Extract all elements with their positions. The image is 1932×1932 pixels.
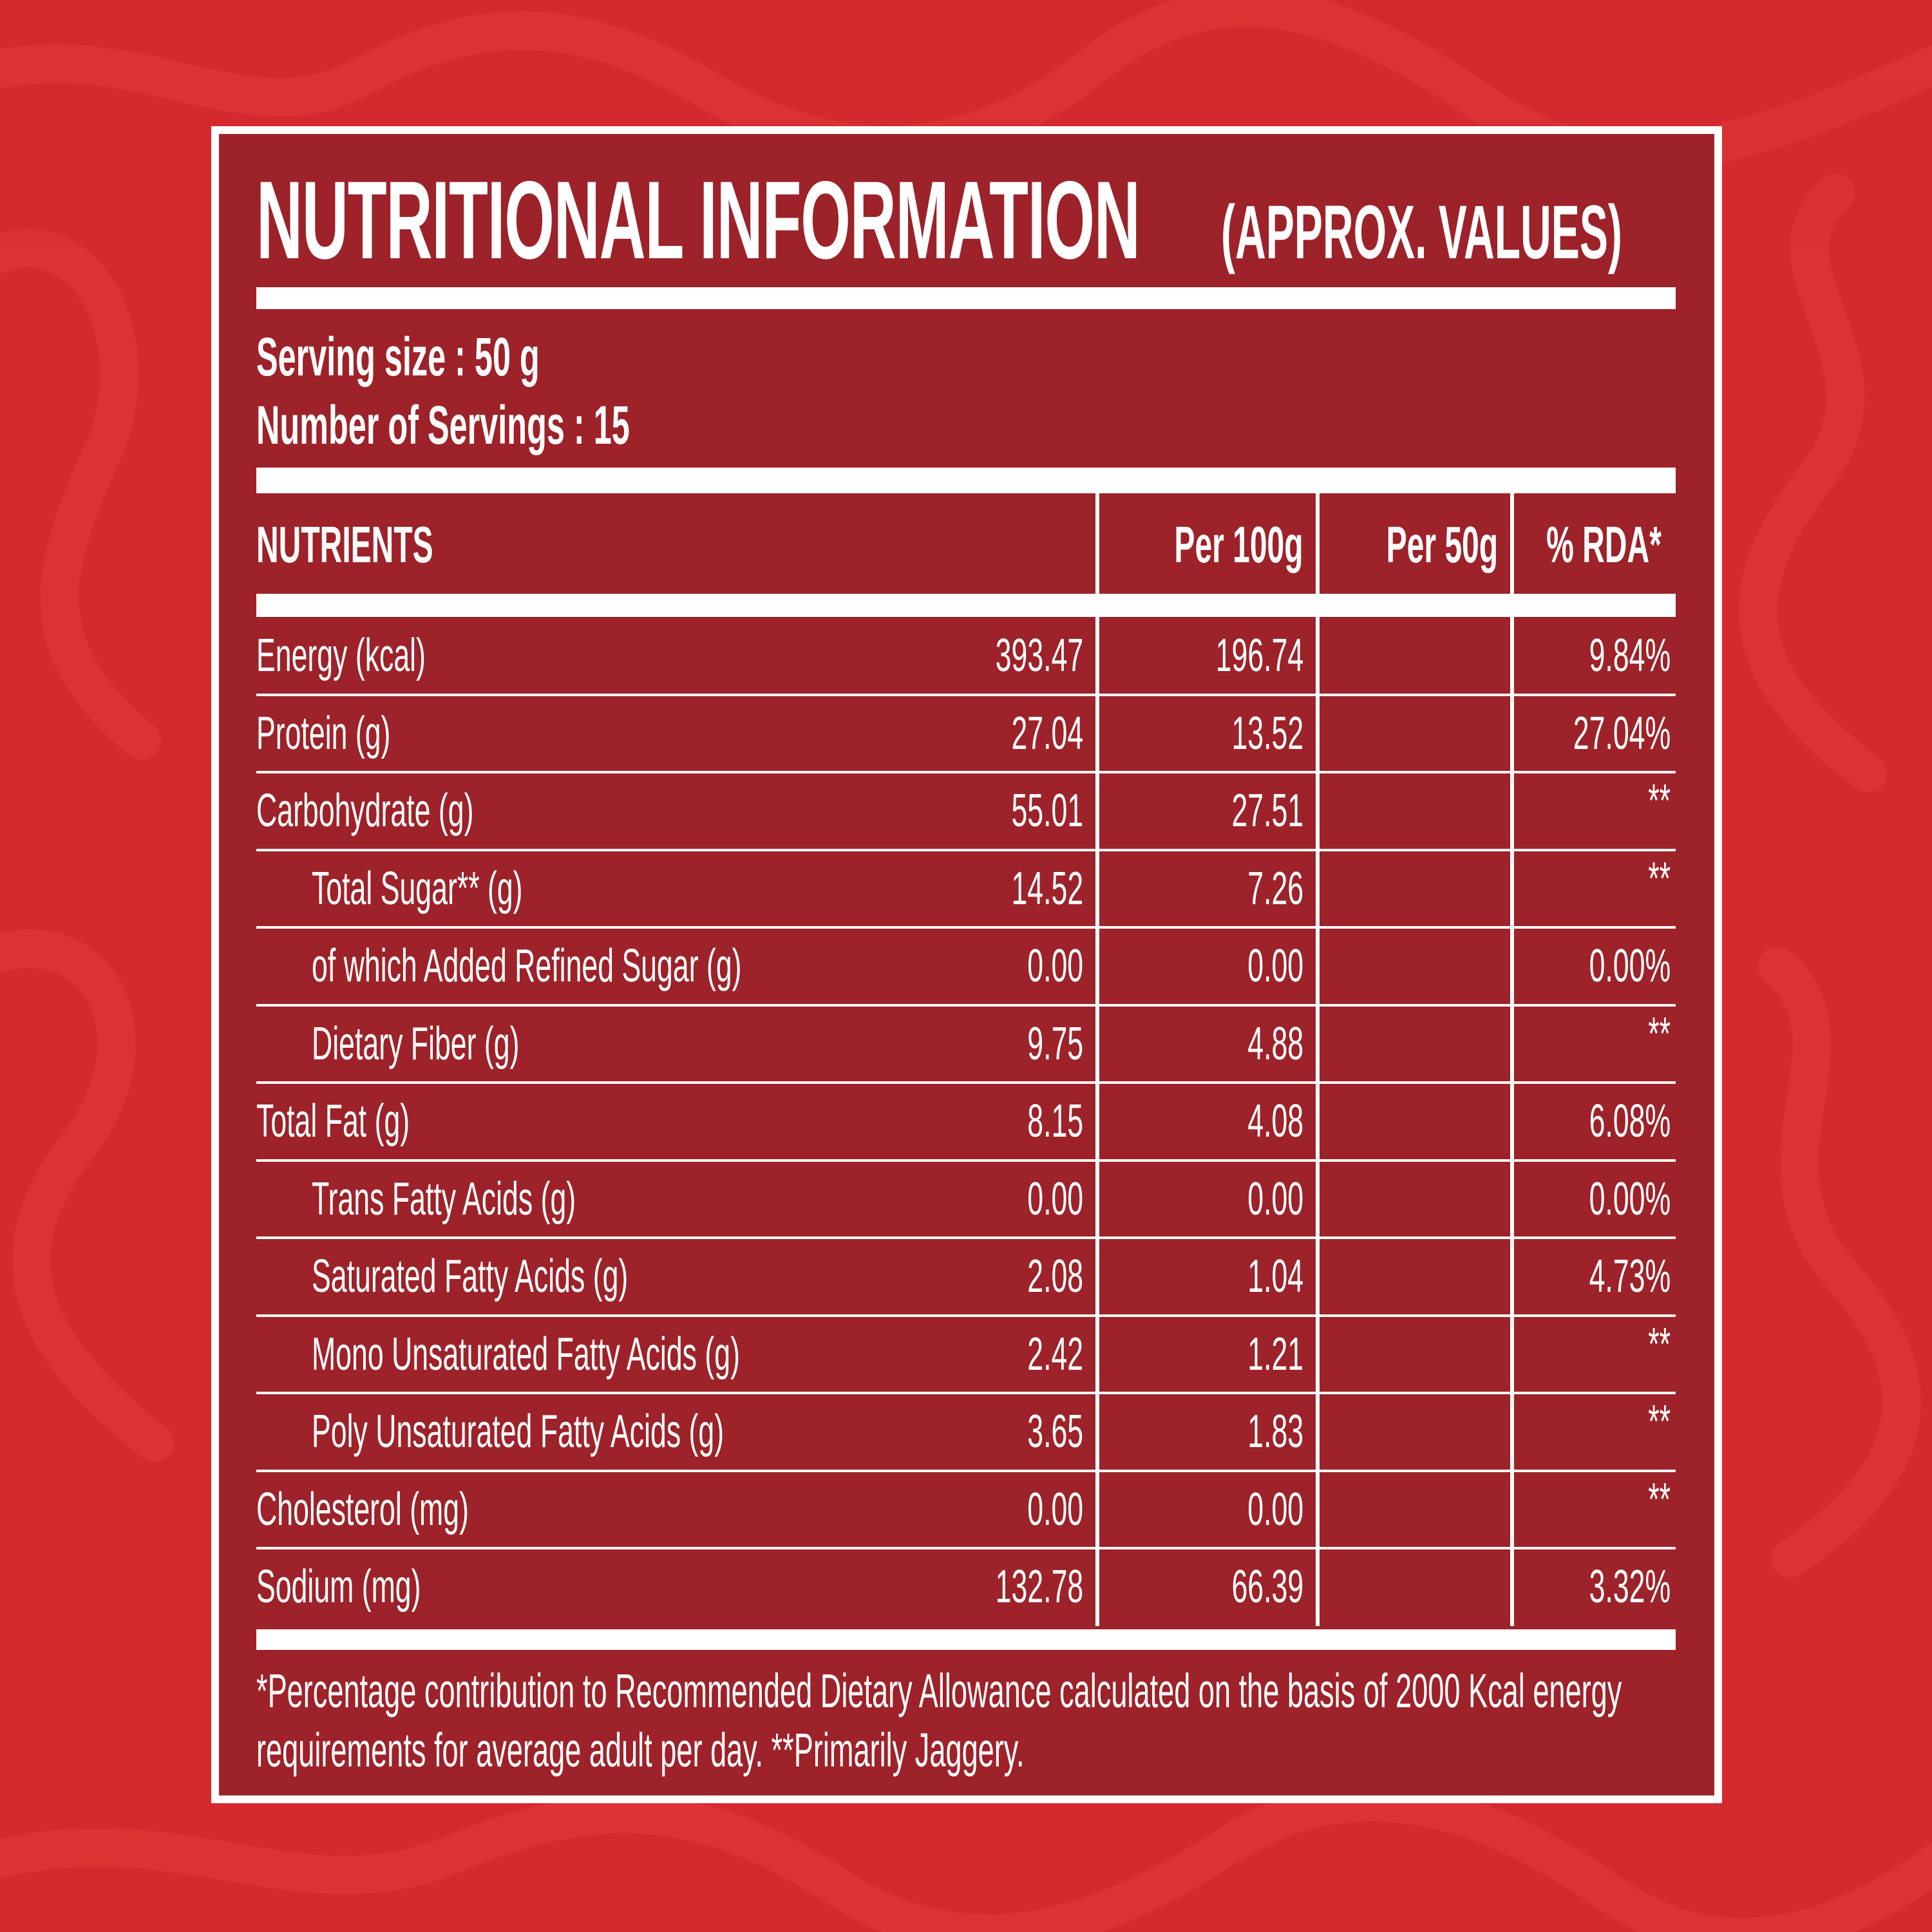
value-per-50g: 0.00 xyxy=(1247,940,1303,992)
row-divider xyxy=(256,1547,1676,1549)
value-rda: ** xyxy=(1648,1396,1671,1448)
value-rda: 9.84% xyxy=(1589,630,1671,681)
nutrient-name: Trans Fatty Acids (g) xyxy=(312,1173,576,1225)
title-row: NUTRITIONAL INFORMATION (APPROX. VALUES) xyxy=(256,162,1712,278)
value-rda: 3.32% xyxy=(1589,1561,1671,1613)
page-subtitle: (APPROX. VALUES) xyxy=(1221,190,1622,275)
value-per-50g: 4.08 xyxy=(1247,1095,1303,1147)
row-divider xyxy=(256,771,1676,773)
header-per-50g: Per 50g xyxy=(1386,516,1498,573)
value-per-50g: 1.83 xyxy=(1247,1406,1303,1457)
value-per-100g: 3.65 xyxy=(1027,1406,1083,1457)
nutrient-name: Poly Unsaturated Fatty Acids (g) xyxy=(312,1406,724,1457)
value-per-100g: 27.04 xyxy=(1011,707,1083,759)
nutrient-name: Mono Unsaturated Fatty Acids (g) xyxy=(312,1328,740,1380)
panel-inner xyxy=(227,142,1707,1788)
row-divider xyxy=(256,1392,1676,1394)
value-per-100g: 14.52 xyxy=(1011,862,1083,914)
value-rda: 27.04% xyxy=(1573,707,1671,759)
table-row xyxy=(256,1471,1676,1549)
nutrient-name: Saturated Fatty Acids (g) xyxy=(312,1251,629,1302)
value-per-100g: 393.47 xyxy=(995,630,1083,681)
value-per-50g: 1.04 xyxy=(1247,1251,1303,1302)
row-divider xyxy=(256,1159,1676,1162)
row-divider xyxy=(256,693,1676,696)
row-divider xyxy=(256,848,1676,851)
servings-count: Number of Servings : 15 xyxy=(256,395,630,455)
value-per-100g: 132.78 xyxy=(995,1561,1083,1613)
nutrient-name: Cholesterol (mg) xyxy=(256,1483,469,1535)
value-per-50g: 7.26 xyxy=(1247,862,1303,914)
header-nutrients: NUTRIENTS xyxy=(256,516,433,573)
footnote: *Percentage contribution to Recommended … xyxy=(256,1664,1622,1777)
value-per-100g: 0.00 xyxy=(1027,1173,1083,1225)
value-rda: 0.00% xyxy=(1589,940,1671,992)
value-per-100g: 8.15 xyxy=(1027,1095,1083,1147)
row-divider xyxy=(256,926,1676,929)
value-per-50g: 196.74 xyxy=(1215,630,1303,681)
divider-under-title xyxy=(256,287,1676,309)
value-rda: ** xyxy=(1648,775,1671,827)
value-per-50g: 27.51 xyxy=(1231,785,1303,837)
table-row xyxy=(256,695,1676,773)
value-per-50g: 1.21 xyxy=(1247,1328,1303,1380)
serving-size: Serving size : 50 g xyxy=(256,327,540,387)
row-divider xyxy=(256,1469,1676,1472)
value-per-100g: 0.00 xyxy=(1027,1483,1083,1535)
nutrient-name: Carbohydrate (g) xyxy=(256,785,474,837)
value-per-100g: 55.01 xyxy=(1011,785,1083,837)
value-per-50g: 66.39 xyxy=(1231,1561,1303,1613)
value-per-100g: 0.00 xyxy=(1027,940,1083,992)
value-rda: 0.00% xyxy=(1589,1173,1671,1225)
page-title: NUTRITIONAL INFORMATION xyxy=(256,158,1141,282)
nutrient-name: Dietary Fiber (g) xyxy=(312,1018,520,1070)
value-per-100g: 2.08 xyxy=(1027,1251,1083,1302)
value-per-100g: 9.75 xyxy=(1027,1018,1083,1070)
row-divider xyxy=(256,1314,1676,1317)
divider-under-serving xyxy=(256,468,1676,493)
nutrient-name: of which Added Refined Sugar (g) xyxy=(312,940,742,992)
value-per-50g: 0.00 xyxy=(1247,1483,1303,1535)
divider-under-header xyxy=(256,594,1676,617)
value-per-50g: 13.52 xyxy=(1231,707,1303,759)
table-row xyxy=(256,1083,1676,1160)
value-per-50g: 0.00 xyxy=(1247,1173,1303,1225)
value-rda: ** xyxy=(1648,1473,1671,1526)
row-divider xyxy=(256,1236,1676,1239)
nutrient-name: Energy (kcal) xyxy=(256,630,426,681)
nutrient-name: Sodium (mg) xyxy=(256,1561,421,1613)
nutrient-name: Total Sugar** (g) xyxy=(312,862,523,914)
value-per-50g: 4.88 xyxy=(1247,1018,1303,1070)
header-rda: % RDA* xyxy=(1546,516,1662,573)
nutrient-name: Total Fat (g) xyxy=(256,1095,410,1147)
column-divider xyxy=(1510,493,1514,1626)
table-row xyxy=(256,617,1676,695)
value-rda: ** xyxy=(1648,1318,1671,1370)
divider-under-table xyxy=(256,1629,1676,1650)
nutrient-name: Protein (g) xyxy=(256,707,391,759)
row-divider xyxy=(256,1003,1676,1007)
column-divider xyxy=(1316,493,1320,1626)
value-rda: ** xyxy=(1648,853,1671,905)
column-divider xyxy=(1095,493,1099,1626)
header-per-100g: Per 100g xyxy=(1174,516,1303,573)
value-per-100g: 2.42 xyxy=(1027,1328,1083,1380)
value-rda: 6.08% xyxy=(1589,1095,1671,1147)
value-rda: 4.73% xyxy=(1589,1251,1671,1302)
value-rda: ** xyxy=(1648,1008,1671,1060)
row-divider xyxy=(256,1081,1676,1084)
table-row xyxy=(256,1548,1676,1626)
